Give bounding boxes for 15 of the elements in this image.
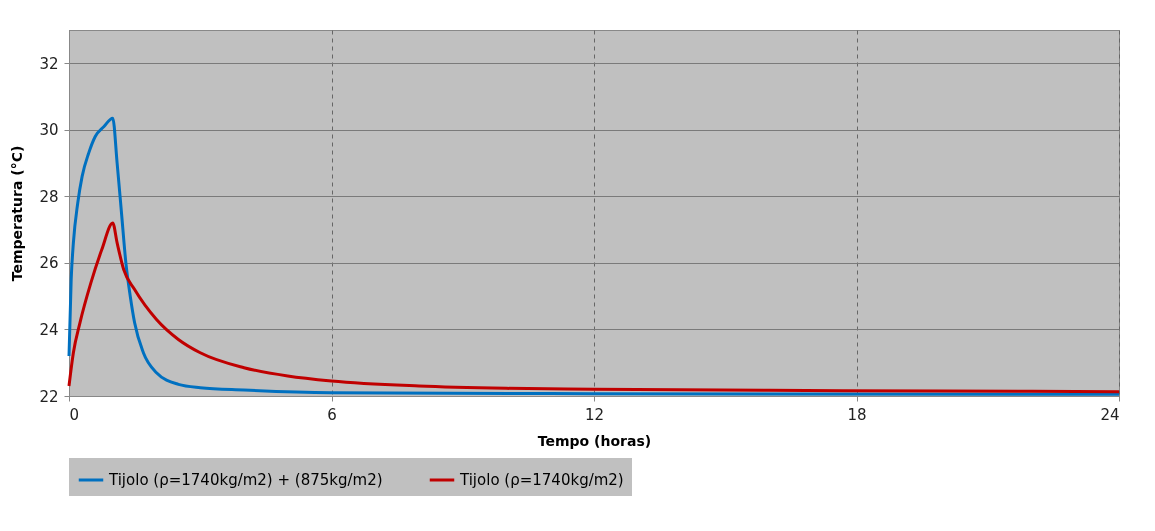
y-tick-label: 24	[39, 320, 59, 339]
y-tick-label: 30	[39, 121, 59, 140]
legend-label: Tijolo (ρ=1740kg/m2)	[459, 471, 624, 489]
legend-label: Tijolo (ρ=1740kg/m2) + (875kg/m2)	[108, 471, 383, 489]
y-tick-label: 22	[39, 387, 59, 406]
x-tick-label: 24	[1100, 405, 1120, 424]
x-tick-label: 18	[847, 405, 867, 424]
x-axis-title: Tempo (horas)	[537, 432, 652, 449]
y-axis-title: Temperatura (°C)	[9, 145, 26, 282]
x-tick-label: 12	[584, 405, 605, 424]
y-tick-label: 28	[39, 187, 59, 206]
y-tick-label: 32	[39, 54, 59, 73]
y-tick-label: 26	[39, 254, 59, 273]
x-tick-label: 6	[327, 405, 337, 424]
x-tick-label: 0	[69, 405, 80, 424]
